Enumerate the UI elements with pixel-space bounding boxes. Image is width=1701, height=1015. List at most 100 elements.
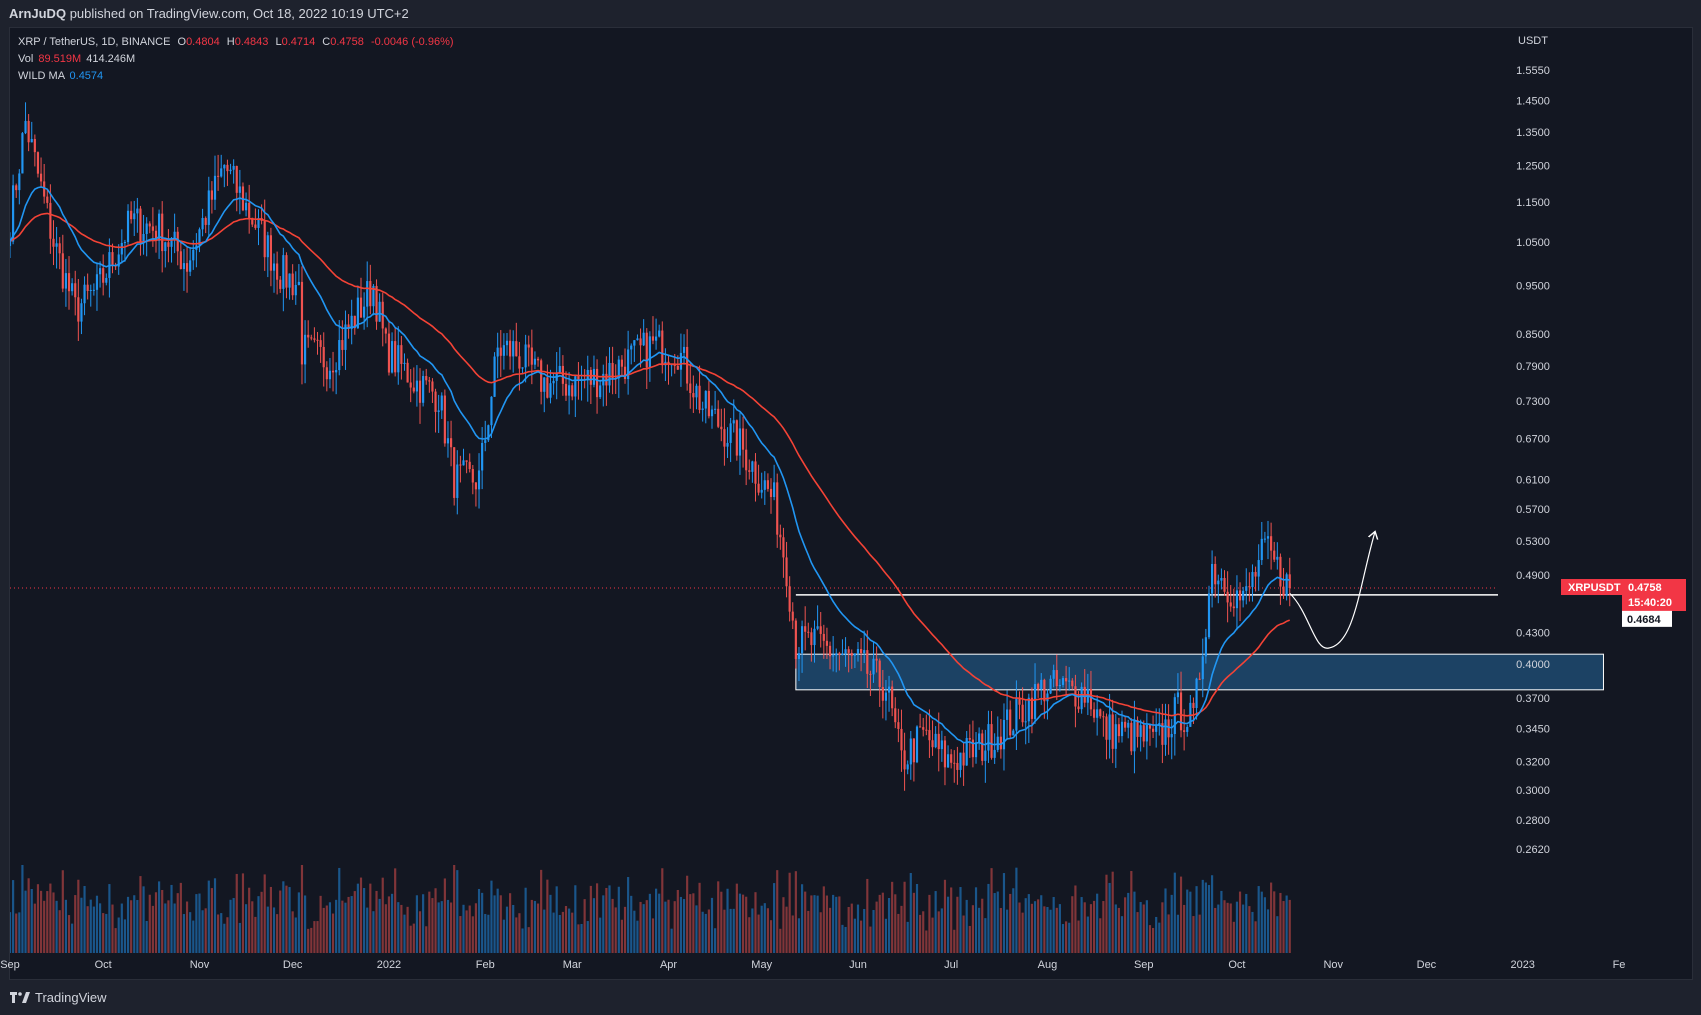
volume-bar bbox=[533, 900, 537, 953]
price-chart[interactable]: USDT 1.5550 1.4500 1.3500 1.2500 1.1500 1.0500… bbox=[0, 0, 1701, 980]
candle-body bbox=[673, 364, 676, 366]
volume-bar bbox=[344, 902, 347, 953]
candle-body bbox=[387, 333, 391, 373]
candle-body bbox=[1040, 679, 1043, 690]
volume-bar bbox=[651, 918, 655, 953]
time-tick-label: Sep bbox=[0, 959, 20, 971]
volume-bar bbox=[741, 894, 745, 953]
author-name[interactable]: ArnJuDQ bbox=[9, 6, 67, 21]
candle-body bbox=[894, 708, 897, 723]
candle-body bbox=[707, 390, 710, 417]
volume-bar bbox=[331, 913, 335, 953]
candle-body bbox=[1033, 684, 1037, 719]
volume-bar bbox=[185, 901, 189, 953]
candle-body bbox=[909, 738, 912, 765]
volume-bar bbox=[425, 926, 428, 953]
volume-bar bbox=[1120, 916, 1124, 953]
candle-body bbox=[825, 640, 829, 646]
candle-body bbox=[226, 164, 229, 172]
candle-body bbox=[881, 687, 884, 701]
volume-bar bbox=[1251, 911, 1254, 953]
candle-body bbox=[170, 237, 173, 247]
candle-body bbox=[1211, 563, 1214, 594]
volume-bar bbox=[934, 891, 937, 953]
candle-body bbox=[384, 328, 387, 334]
price-tick-label: 0.3450 bbox=[1516, 724, 1550, 736]
volume-value: 414.246M bbox=[86, 53, 136, 65]
volume-bar bbox=[698, 882, 701, 953]
candle-body bbox=[201, 217, 204, 230]
volume-bar bbox=[956, 896, 959, 953]
candle-body bbox=[692, 393, 695, 398]
symbol-legend-row[interactable]: XRP / TetherUS, 1D, BINANCE O0.4804 H0.4… bbox=[18, 34, 454, 51]
volume-bar bbox=[993, 893, 996, 953]
candle-body bbox=[1151, 728, 1155, 732]
volume-bar bbox=[39, 890, 43, 953]
price-axis[interactable]: USDT 1.5550 1.4500 1.3500 1.2500 1.1500 1.0500… bbox=[1516, 35, 1550, 856]
volume-bar bbox=[800, 884, 804, 953]
drawings[interactable] bbox=[1289, 533, 1375, 649]
volume-bar bbox=[1083, 902, 1086, 953]
candle-body bbox=[30, 138, 33, 143]
candle-body bbox=[962, 752, 965, 766]
volume-bar bbox=[415, 895, 418, 953]
time-axis[interactable]: Sep Oct Nov Dec 2022 Feb Mar Apr May Jun Jul Aug Sep… bbox=[0, 959, 1625, 971]
volume-bar bbox=[248, 887, 251, 953]
volume-bar bbox=[670, 928, 673, 953]
candle-body bbox=[978, 733, 981, 743]
volume-bar bbox=[720, 891, 723, 953]
candle-body bbox=[1058, 684, 1061, 687]
volume-bar bbox=[21, 865, 24, 953]
wild-ma-legend-row[interactable]: WILD MA 0.4574 bbox=[18, 68, 454, 85]
volume-bar bbox=[996, 891, 999, 953]
candle-body bbox=[940, 740, 943, 750]
volume-bar bbox=[98, 903, 102, 953]
candle-body bbox=[95, 274, 99, 290]
candle-body bbox=[611, 362, 614, 379]
candle-body bbox=[61, 253, 64, 289]
candle-body bbox=[1148, 725, 1152, 729]
volume-bars bbox=[10, 865, 1291, 953]
volume-bar bbox=[602, 895, 605, 953]
candle-body bbox=[816, 626, 819, 629]
volume-bar bbox=[984, 918, 987, 953]
candle-body bbox=[701, 408, 704, 410]
candle-body bbox=[943, 740, 947, 768]
volume-legend-row[interactable]: Vol 89.519M 414.246M bbox=[18, 51, 454, 68]
volume-bar bbox=[903, 881, 906, 953]
candle-body bbox=[18, 173, 21, 191]
volume-bar bbox=[1238, 891, 1242, 953]
volume-bar bbox=[397, 902, 400, 953]
volume-bar bbox=[546, 879, 549, 953]
candle-body bbox=[785, 557, 788, 587]
tradingview-logo[interactable]: TradingView bbox=[10, 980, 107, 1015]
candle-body bbox=[953, 762, 956, 764]
volume-bar bbox=[272, 907, 276, 953]
open-label: O bbox=[177, 36, 187, 48]
volume-bar bbox=[136, 900, 139, 953]
candle-body bbox=[651, 336, 655, 341]
volume-bar bbox=[900, 905, 903, 953]
volume-bar bbox=[1161, 902, 1164, 953]
volume-bar bbox=[1217, 904, 1220, 953]
candle-body bbox=[359, 297, 363, 318]
candle-body bbox=[316, 339, 319, 341]
volume-bar bbox=[822, 886, 825, 953]
volume-bar bbox=[381, 877, 384, 953]
volume-bar bbox=[223, 923, 226, 953]
volume-bar bbox=[1102, 901, 1105, 953]
candle-body bbox=[835, 653, 838, 656]
candle-body bbox=[872, 658, 875, 675]
volume-bar bbox=[928, 894, 931, 953]
candle-body bbox=[959, 752, 962, 770]
candle-body bbox=[474, 482, 478, 490]
candle-body bbox=[900, 728, 903, 751]
volume-bar bbox=[24, 890, 27, 953]
volume-bar bbox=[49, 883, 52, 953]
candle-body bbox=[1080, 686, 1083, 710]
candle-body bbox=[661, 330, 664, 366]
volume-bar bbox=[366, 907, 369, 953]
volume-bar bbox=[465, 910, 468, 953]
volume-bar bbox=[999, 908, 1002, 953]
candle-body bbox=[338, 340, 341, 371]
